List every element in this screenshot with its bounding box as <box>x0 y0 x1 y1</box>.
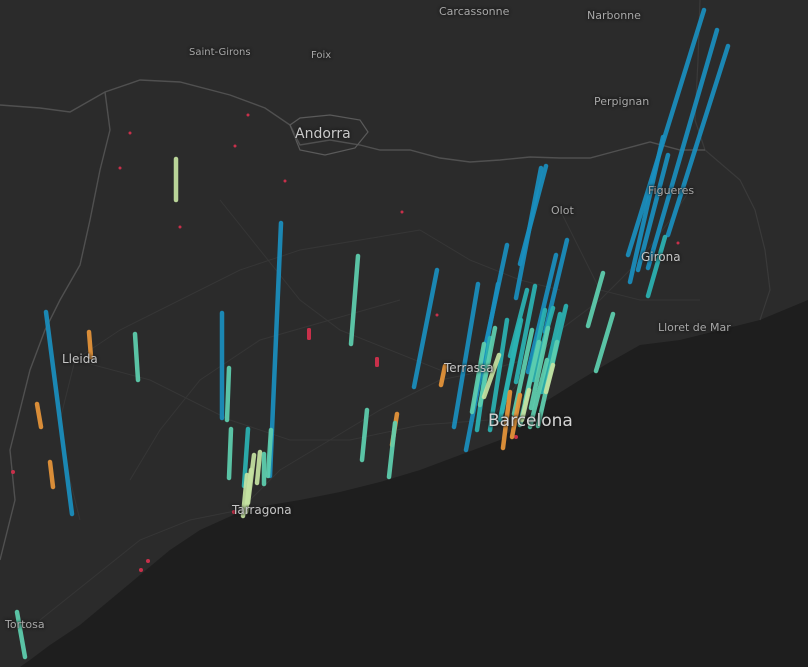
label-tarragona: Tarragona <box>232 503 292 517</box>
label-tortosa: Tortosa <box>5 618 45 631</box>
data-column-pale <box>240 472 250 519</box>
label-foix: Foix <box>311 50 332 61</box>
data-column-mint <box>527 357 550 430</box>
label-andorra: Andorra <box>295 126 351 142</box>
data-column-mint <box>469 341 487 415</box>
data-column-blue <box>645 27 720 271</box>
border-aragon <box>0 91 111 561</box>
data-column-mint <box>585 270 606 329</box>
label-barcelona: Barcelona <box>488 411 573 431</box>
data-column-orange <box>47 459 56 490</box>
data-column-blue <box>635 152 671 273</box>
data-column-orange <box>86 329 94 360</box>
label-figueres: Figueres <box>648 184 695 197</box>
data-column-mint <box>359 407 370 463</box>
label-perpignan: Perpignan <box>594 95 650 108</box>
data-column-mint <box>528 325 551 411</box>
data-column-blue <box>625 7 707 258</box>
data-column-pale <box>481 352 502 400</box>
data-column-blue <box>513 165 544 301</box>
label-lleida: Lleida <box>62 352 98 366</box>
data-column-pale <box>243 467 254 515</box>
data-column-pale <box>543 362 556 395</box>
sea-area <box>20 300 808 667</box>
location-dots <box>11 113 680 572</box>
red-bar-small <box>375 357 379 367</box>
data-column-orange <box>34 401 44 430</box>
data-column-mint <box>132 331 141 383</box>
label-carcassonne: Carcassonne <box>439 5 510 18</box>
data-column-mint <box>348 253 361 347</box>
data-column-blue <box>627 134 666 285</box>
data-column-mint <box>224 365 232 423</box>
road-network <box>39 189 700 621</box>
data-column-pale <box>519 387 532 423</box>
border-spain-france <box>0 79 705 163</box>
data-column-blue <box>43 309 75 517</box>
data-column-teal <box>513 283 538 385</box>
data-column-blue <box>665 43 731 238</box>
label-terrassa: Terrassa <box>444 361 494 375</box>
data-column-blue <box>411 267 440 390</box>
label-girona: Girona <box>641 250 681 264</box>
red-bar-small <box>307 328 311 340</box>
data-column-orange <box>509 392 523 440</box>
label-olot: Olot <box>551 204 574 217</box>
label-narbonne: Narbonne <box>587 9 641 22</box>
data-column-mint <box>265 427 274 479</box>
data-column-mint <box>386 420 398 480</box>
data-column-teal <box>539 311 563 395</box>
border-andorra <box>289 114 369 156</box>
data-column-mint <box>14 609 28 660</box>
data-column-mint <box>477 325 498 408</box>
data-column-blue <box>451 281 481 430</box>
label-saint-girons: Saint-Girons <box>189 47 251 58</box>
data-column-pale <box>254 449 263 486</box>
data-column-teal <box>497 323 522 423</box>
data-columns <box>14 7 731 660</box>
data-column-orange <box>500 389 513 451</box>
coastline-north <box>694 0 771 321</box>
data-column-orange <box>438 363 448 388</box>
data-column-teal <box>645 234 668 299</box>
data-column-mint <box>593 311 616 374</box>
data-column-teal <box>487 317 510 433</box>
data-column-mint <box>226 426 234 481</box>
label-lloret-de-mar: Lloret de Mar <box>658 321 731 334</box>
